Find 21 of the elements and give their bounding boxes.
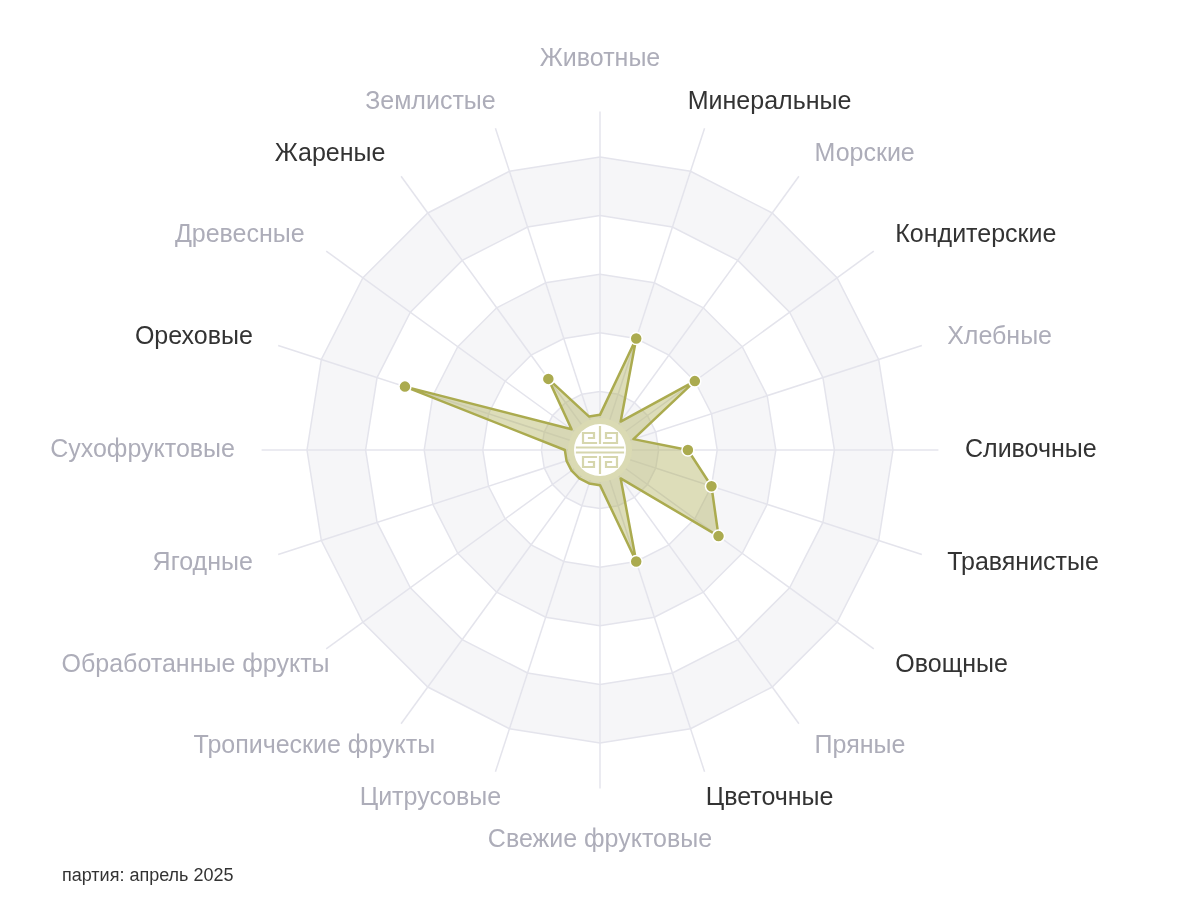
spoke-label: Цветочные	[705, 781, 834, 810]
spoke-label: Землистые	[365, 86, 496, 115]
spoke-label: Минеральные	[687, 86, 852, 115]
spoke-label: Древесные	[174, 218, 305, 247]
spoke-label: Ореховые	[134, 320, 253, 349]
spoke-label: Животные	[539, 43, 661, 72]
spoke-label: Жареные	[274, 138, 386, 167]
spoke-label: Сливочные	[965, 433, 1097, 462]
text: партия: апрель 2025	[62, 864, 234, 886]
spoke-label: Ягодные	[152, 547, 253, 576]
spoke-label: Хлебные	[947, 320, 1053, 349]
spoke-label: Сухофруктовые	[50, 433, 235, 462]
spoke-label: Травянистые	[947, 547, 1099, 576]
spoke-label: Цитрусовые	[359, 781, 502, 810]
spoke-label: Кондитерские	[895, 218, 1057, 247]
spoke-label: Обработанные фрукты	[61, 648, 330, 677]
spoke-label: Пряные	[814, 729, 906, 758]
spoke-label: Морские	[814, 138, 915, 167]
spoke-label: Тропические фрукты	[193, 729, 436, 758]
spoke-label: Свежие фруктовые	[487, 824, 713, 853]
spoke-label: Овощные	[895, 648, 1008, 677]
